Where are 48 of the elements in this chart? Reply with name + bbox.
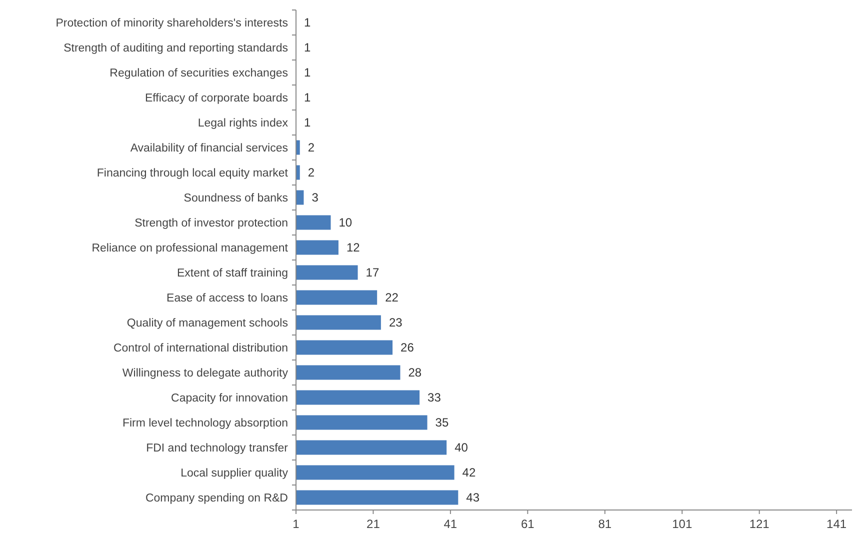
y-tick-label: Extent of staff training	[176, 268, 288, 280]
data-label: 3	[312, 190, 319, 205]
data-label: 33	[428, 390, 442, 405]
data-label: 2	[308, 166, 315, 180]
data-label: 1	[304, 116, 311, 130]
data-label: 43	[466, 490, 480, 505]
x-tick-label: 141	[826, 517, 847, 531]
data-label: 1	[304, 40, 311, 55]
data-label: 10	[338, 216, 352, 230]
y-tick-label: Quality of management schools	[126, 318, 288, 330]
data-label: 1	[304, 90, 311, 105]
y-tick-label: Control of international distribution	[113, 342, 288, 355]
data-label: 28	[408, 366, 422, 380]
y-tick-label: Legal rights index	[198, 118, 288, 130]
y-tick-label: Willingness to delegate authority	[122, 368, 288, 380]
x-tick-label: 1	[292, 517, 300, 531]
y-tick-label: Company spending on R&D	[145, 492, 288, 505]
y-tick-label: Strength of auditing and reporting standards	[64, 42, 288, 55]
data-label: 17	[366, 266, 380, 280]
x-tick-label: 61	[520, 517, 535, 531]
data-label: 26	[400, 340, 414, 355]
y-tick-label: Ease of access to loans	[166, 292, 288, 305]
y-tick-label: Availability of financial services	[130, 142, 288, 155]
data-label: 40	[454, 440, 468, 455]
y-tick-label: Regulation of securities exchanges	[110, 68, 288, 80]
y-tick-label: Financing through local equity market	[96, 168, 289, 180]
data-label: 1	[304, 16, 311, 30]
y-tick-label: Soundness of banks	[184, 192, 288, 205]
data-label: 12	[346, 240, 360, 255]
x-tick-label: 121	[749, 517, 770, 531]
y-tick-label: Local supplier quality	[180, 468, 288, 480]
y-tick-label: Firm level technology absorption	[122, 418, 288, 430]
y-tick-label: Strength of investor protection	[134, 218, 288, 230]
y-tick-label: Reliance on professional management	[92, 242, 289, 255]
x-tick-label: 41	[444, 517, 458, 531]
data-label: 35	[435, 416, 449, 430]
x-tick-label: 81	[598, 517, 612, 531]
data-label: 1	[304, 66, 311, 80]
y-tick-label: Capacity for innovation	[171, 392, 288, 405]
x-tick-label: 21	[366, 517, 380, 531]
x-tick-label: 101	[672, 517, 692, 531]
data-label: 22	[385, 290, 399, 305]
y-tick-label: FDI and technology transfer	[146, 442, 288, 455]
data-label: 42	[462, 466, 476, 480]
data-label: 23	[388, 316, 403, 330]
y-tick-label: Protection of minority shareholders's interests	[56, 18, 288, 30]
data-label: 2	[308, 140, 315, 155]
y-tick-label: Efficacy of corporate boards	[145, 92, 288, 105]
